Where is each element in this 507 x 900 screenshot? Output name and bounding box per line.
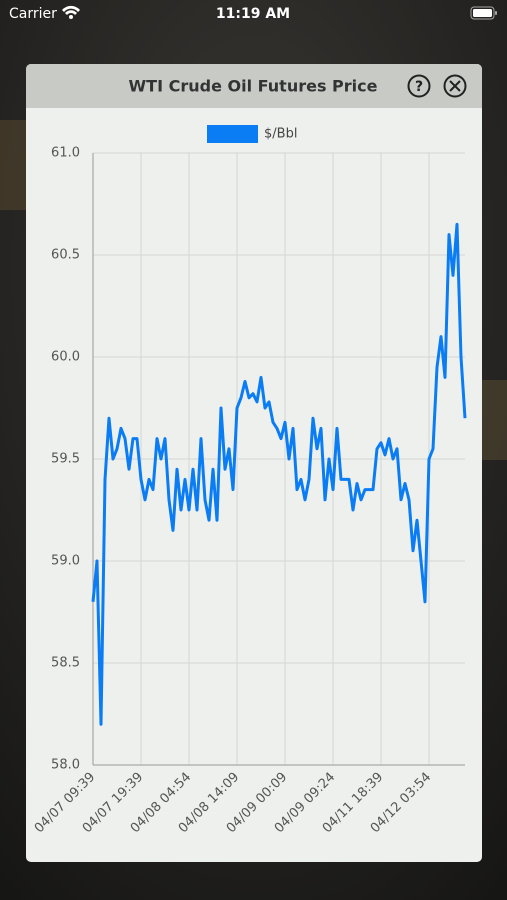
status-bar: Carrier 11:19 AM: [9, 5, 497, 22]
dialog-title: WTI Crude Oil Futures Price: [129, 77, 378, 96]
y-tick-label: 61.0: [51, 146, 80, 161]
dialog: WTI Crude Oil Futures Price ?: [26, 64, 482, 862]
y-tick-label: 59.5: [51, 452, 80, 467]
legend-swatch: [207, 125, 258, 143]
dialog-header: [26, 64, 482, 108]
clock: 11:19 AM: [216, 6, 290, 22]
y-tick-label: 58.5: [51, 656, 80, 671]
battery-icon: [470, 6, 497, 20]
y-tick-label: 59.0: [51, 554, 80, 569]
dialog-body: [26, 64, 482, 862]
y-tick-label: 60.0: [51, 350, 80, 365]
y-tick-label: 58.0: [51, 758, 80, 773]
background-blur: [0, 120, 30, 210]
carrier: Carrier: [9, 6, 57, 22]
legend-label: $/Bbl: [264, 127, 297, 142]
help-button[interactable]: ?: [407, 74, 431, 98]
close-button[interactable]: [443, 74, 467, 98]
wifi-icon: [62, 5, 80, 19]
svg-text:?: ?: [415, 79, 423, 95]
background-blur: [480, 380, 507, 460]
y-tick-label: 60.5: [51, 248, 80, 263]
price-line: [91, 222, 467, 726]
